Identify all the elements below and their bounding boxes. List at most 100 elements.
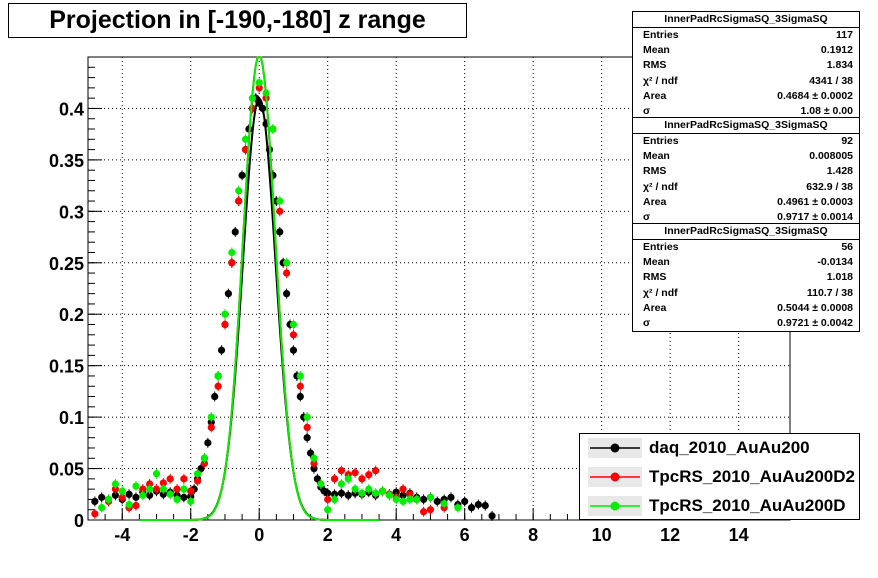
stats-value: 0.9721 ± 0.0042 xyxy=(777,316,853,329)
data-point xyxy=(276,228,284,236)
data-point xyxy=(474,500,482,509)
data-point xyxy=(351,469,359,477)
data-point xyxy=(214,372,222,380)
stats-value: 1.018 xyxy=(826,271,853,284)
stats-box-tpcrs-d: InnerPadRcSigmaSQ_3SigmaSQ Entries 56 Mea… xyxy=(632,223,860,333)
stats-row-entries: Entries 92 xyxy=(633,134,859,149)
data-point xyxy=(187,497,195,506)
data-point xyxy=(303,413,311,421)
legend: daq_2010_AuAu200 TpcRS_2010_AuAu200D2 Tp… xyxy=(579,433,860,520)
data-point xyxy=(146,480,154,488)
data-point xyxy=(337,489,346,497)
data-point xyxy=(365,485,373,493)
stats-label: χ² / ndf xyxy=(643,74,678,87)
data-point xyxy=(104,495,113,504)
data-point xyxy=(461,497,469,506)
data-point xyxy=(159,490,167,498)
data-point xyxy=(419,495,428,504)
stats-label: Mean xyxy=(643,256,670,269)
data-point xyxy=(406,495,414,504)
data-point xyxy=(180,485,188,493)
data-point xyxy=(283,259,291,267)
x-tick-label: 4 xyxy=(391,525,401,545)
data-point xyxy=(180,493,188,501)
data-point xyxy=(231,228,239,236)
stats-row-chi2: χ² / ndf 4341 / 38 xyxy=(633,74,859,89)
stats-label: Area xyxy=(643,301,667,314)
data-point xyxy=(330,475,339,483)
fit-curve xyxy=(139,55,380,521)
data-point xyxy=(296,372,304,380)
data-point xyxy=(125,500,133,509)
data-point xyxy=(132,482,140,490)
stats-label: χ² / ndf xyxy=(643,286,678,299)
fit-curve xyxy=(139,55,380,521)
data-point xyxy=(228,248,236,257)
data-point xyxy=(310,454,318,462)
series-0 xyxy=(91,93,496,521)
data-point xyxy=(98,504,106,512)
data-point xyxy=(413,495,421,504)
stats-label: Mean xyxy=(643,150,670,163)
stats-row-mean: Mean -0.0134 xyxy=(633,255,859,270)
x-tick-label: -4 xyxy=(114,525,130,545)
data-point xyxy=(351,485,359,493)
data-point xyxy=(433,497,441,506)
data-point xyxy=(276,197,284,205)
data-point xyxy=(187,487,195,495)
legend-marker-tpcrs-d xyxy=(588,496,642,516)
legend-label: TpcRS_2010_AuAu200D2 xyxy=(649,467,855,486)
stats-value: 1.834 xyxy=(826,59,853,72)
data-point xyxy=(111,491,119,499)
data-point xyxy=(139,491,147,499)
data-point xyxy=(296,382,304,390)
stats-value: 0.5044 ± 0.0008 xyxy=(777,301,853,314)
data-point xyxy=(467,504,476,512)
stats-header: InnerPadRcSigmaSQ_3SigmaSQ xyxy=(633,224,859,240)
stats-label: σ xyxy=(643,104,651,117)
series-layer xyxy=(91,55,496,521)
data-point xyxy=(200,454,209,462)
data-point xyxy=(330,495,339,504)
data-point xyxy=(152,470,161,478)
stats-row-entries: Entries 56 xyxy=(633,240,859,255)
stats-value: 0.1912 xyxy=(820,44,853,57)
data-point xyxy=(111,485,119,493)
y-tick-label: 0.15 xyxy=(49,357,84,377)
stats-label: RMS xyxy=(643,271,667,284)
stats-value: 92 xyxy=(841,135,853,147)
data-point xyxy=(426,493,435,501)
data-point xyxy=(214,382,222,390)
y-tick-label: 0.25 xyxy=(49,254,84,274)
data-point xyxy=(217,346,226,354)
legend-marker-daq xyxy=(588,438,642,458)
data-point xyxy=(238,171,246,179)
stats-row-rms: RMS 1.834 xyxy=(633,58,859,73)
stats-box-tpcrs-d2: InnerPadRcSigmaSQ_3SigmaSQ Entries 92 Mea… xyxy=(632,117,860,227)
chart-title-box: Projection in [-190,-180] z range xyxy=(8,3,467,38)
data-point xyxy=(440,499,448,508)
data-point xyxy=(358,489,366,497)
data-point xyxy=(310,459,318,468)
data-point xyxy=(98,493,106,501)
data-point xyxy=(235,197,243,205)
stats-row-chi2: χ² / ndf 632.9 / 38 xyxy=(633,180,859,195)
x-tick-label: 10 xyxy=(592,525,612,545)
stats-label: σ xyxy=(643,210,651,223)
stats-value: 0.008005 xyxy=(809,150,853,163)
stats-value: 1.428 xyxy=(826,165,853,178)
data-point xyxy=(193,477,202,485)
data-point xyxy=(385,491,393,499)
stats-value: 0.4684 ± 0.0002 xyxy=(777,89,853,102)
data-point xyxy=(296,392,304,401)
data-point xyxy=(392,488,400,496)
data-point xyxy=(406,490,414,498)
data-point xyxy=(111,480,119,488)
stats-label: Area xyxy=(643,195,667,208)
data-point xyxy=(125,490,133,498)
data-point xyxy=(324,489,332,497)
data-point xyxy=(173,495,181,504)
data-point xyxy=(235,187,243,195)
data-point xyxy=(221,310,229,318)
data-point xyxy=(481,501,489,510)
